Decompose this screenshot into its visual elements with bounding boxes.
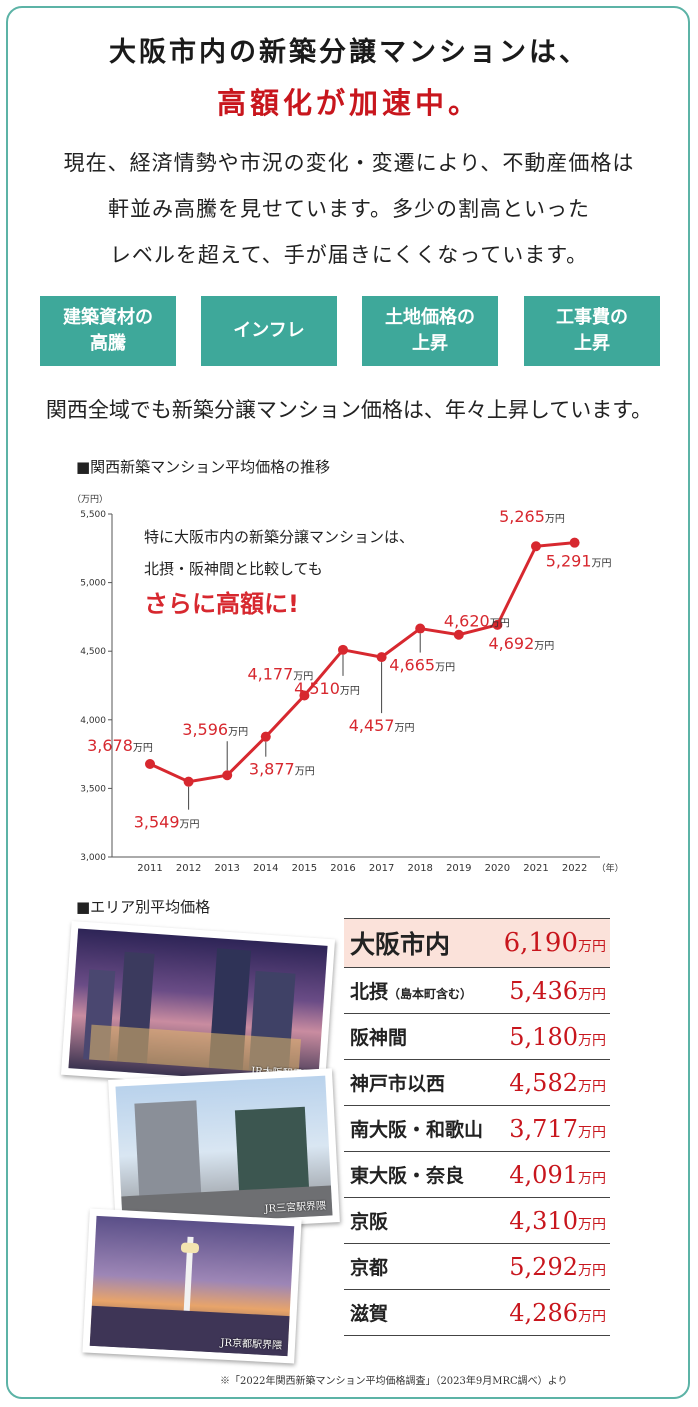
area-price: 4,582万円 (509, 1068, 606, 1097)
x-tick-label: 2016 (330, 863, 355, 874)
table-row: 神戸市以西 4,582万円 (344, 1060, 610, 1106)
area-price-table: 大阪市内 6,190万円 北摂（島本町含む） 5,436万円 阪神間 5,180… (344, 918, 610, 1336)
y-tick-label: 3,000 (80, 853, 106, 863)
kyoto-station-photo: JR京都駅界隈 (82, 1208, 302, 1364)
annotation-line2: 北摂・阪神間と比較しても (144, 560, 323, 578)
table-row: 南大阪・和歌山 3,717万円 (344, 1106, 610, 1152)
x-tick-label: 2020 (485, 863, 510, 874)
data-point (222, 770, 233, 781)
data-point (376, 652, 387, 663)
x-tick-label: 2012 (176, 863, 201, 874)
area-name: 東大阪・奈良 (350, 1165, 465, 1187)
factor-box: 土地価格の 上昇 (362, 296, 498, 366)
data-point (338, 644, 348, 655)
x-tick-label: 2021 (523, 863, 548, 874)
area-name: 北摂（島本町含む） (350, 981, 473, 1003)
y-tick-label: 4,000 (80, 716, 106, 726)
table-row: 京阪 4,310万円 (344, 1198, 610, 1244)
table-row: 東大阪・奈良 4,091万円 (344, 1152, 610, 1198)
data-label: 5,291万円 (546, 552, 612, 571)
area-price: 5,436万円 (509, 976, 606, 1005)
x-tick-label: 2017 (369, 863, 394, 874)
factor-box: 工事費の 上昇 (524, 296, 660, 366)
headline-line2: 高額化が加速中。 (216, 86, 481, 120)
x-tick-label: 2018 (407, 863, 432, 874)
table-row: 京都 5,292万円 (344, 1244, 610, 1290)
annotation-emphasis: さらに高額に! (144, 590, 299, 618)
y-tick-label: 5,000 (80, 579, 106, 589)
osaka-station-photo: JR大阪駅界隈 (60, 920, 336, 1094)
intro-line: レベルを超えて、手が届きにくくなっています。 (109, 243, 589, 267)
data-label: 3,678万円 (87, 736, 153, 755)
y-tick-label: 5,500 (80, 510, 106, 520)
intro-line: 軒並み高騰を見せています。多少の割高といった (108, 197, 590, 221)
data-point (145, 758, 155, 769)
area-name: 大阪市内 (350, 930, 451, 959)
x-tick-label: 2014 (253, 863, 278, 874)
footnote: ※「2022年関西新築マンション平均価格調査」（2023年9月MRC調べ）より (220, 1376, 568, 1387)
series-line (149, 541, 575, 784)
data-point (299, 690, 310, 701)
data-label: 3,596万円 (182, 720, 248, 739)
headline-line1: 大阪市内の新築分譲マンションは、 (109, 37, 589, 68)
area-price: 3,717万円 (509, 1114, 606, 1143)
area-name: 南大阪・和歌山 (350, 1119, 484, 1141)
table-row: 北摂（島本町含む） 5,436万円 (344, 968, 610, 1014)
data-point (569, 537, 580, 548)
price-line-chart: 3,000 3,500 4,000 4,500 5,000 5,500 2011 2012 20… (80, 507, 624, 874)
photo-caption: JR京都駅界隈 (220, 1337, 283, 1352)
data-point (531, 541, 541, 552)
factor-boxes: 建築資材の 高騰 インフレ 土地価格の 上昇 工事費の 上昇 (40, 296, 660, 366)
area-name: 京阪 (350, 1211, 389, 1233)
area-price: 4,091万円 (509, 1160, 606, 1189)
data-label: 3,877万円 (249, 760, 315, 779)
data-label: 4,692万円 (488, 634, 554, 653)
y-tick-label: 4,500 (80, 647, 106, 657)
area-price: 4,310万円 (509, 1206, 606, 1235)
table-row: 阪神間 5,180万円 (344, 1014, 610, 1060)
area-price: 5,180万円 (509, 1022, 606, 1051)
page-frame (6, 6, 690, 1399)
x-tick-label: 2013 (214, 863, 239, 874)
area-name: 神戸市以西 (350, 1073, 446, 1095)
x-tick-label: 2015 (292, 863, 317, 874)
data-point (260, 731, 271, 742)
factor-box: 建築資材の 高騰 (40, 296, 176, 366)
area-name: 京都 (350, 1257, 389, 1279)
area-name: 阪神間 (350, 1027, 408, 1049)
data-label: 4,510万円 (294, 679, 360, 698)
table-row: 滋賀 4,286万円 (344, 1290, 610, 1336)
y-unit-label: （万円） (72, 495, 109, 505)
x-tick-label: 2011 (137, 863, 162, 874)
factor-box: インフレ (201, 296, 337, 366)
area-price: 5,292万円 (509, 1252, 606, 1281)
data-point (183, 776, 194, 787)
x-tick-label: 2019 (446, 863, 471, 874)
area-title: ■エリア別平均価格 (76, 898, 211, 916)
area-price: 4,286万円 (509, 1298, 606, 1327)
y-tick-label: 3,500 (80, 784, 106, 794)
area-price: 6,190万円 (503, 928, 606, 958)
data-point (453, 629, 464, 640)
data-label: 4,665万円 (389, 656, 455, 675)
data-label: 4,620万円 (444, 612, 510, 631)
intro-line: 現在、経済情勢や市況の変化・変遷により、不動産価格は (63, 151, 635, 175)
sannomiya-station-photo: JR三宮駅界隈 (108, 1068, 340, 1234)
area-name: 滋賀 (350, 1303, 389, 1325)
data-label: 4,177万円 (247, 665, 313, 684)
x-tick-label: 2022 (562, 863, 587, 874)
data-point (415, 623, 426, 634)
annotation-line1: 特に大阪市内の新築分譲マンションは、 (144, 528, 414, 546)
data-label: 5,265万円 (499, 507, 565, 526)
x-unit-label: （年） (597, 862, 624, 874)
intro-text: 現在、経済情勢や市況の変化・変遷により、不動産価格は 軒並み高騰を見せています。… (0, 140, 698, 278)
table-row: 大阪市内 6,190万円 (344, 918, 610, 968)
data-label: 3,549万円 (134, 813, 200, 832)
chart-title: ■関西新築マンション平均価格の推移 (76, 458, 331, 476)
lead-text: 関西全域でも新築分譲マンション価格は、年々上昇しています。 (45, 398, 653, 422)
data-point (492, 619, 503, 630)
data-label: 4,457万円 (349, 716, 415, 735)
